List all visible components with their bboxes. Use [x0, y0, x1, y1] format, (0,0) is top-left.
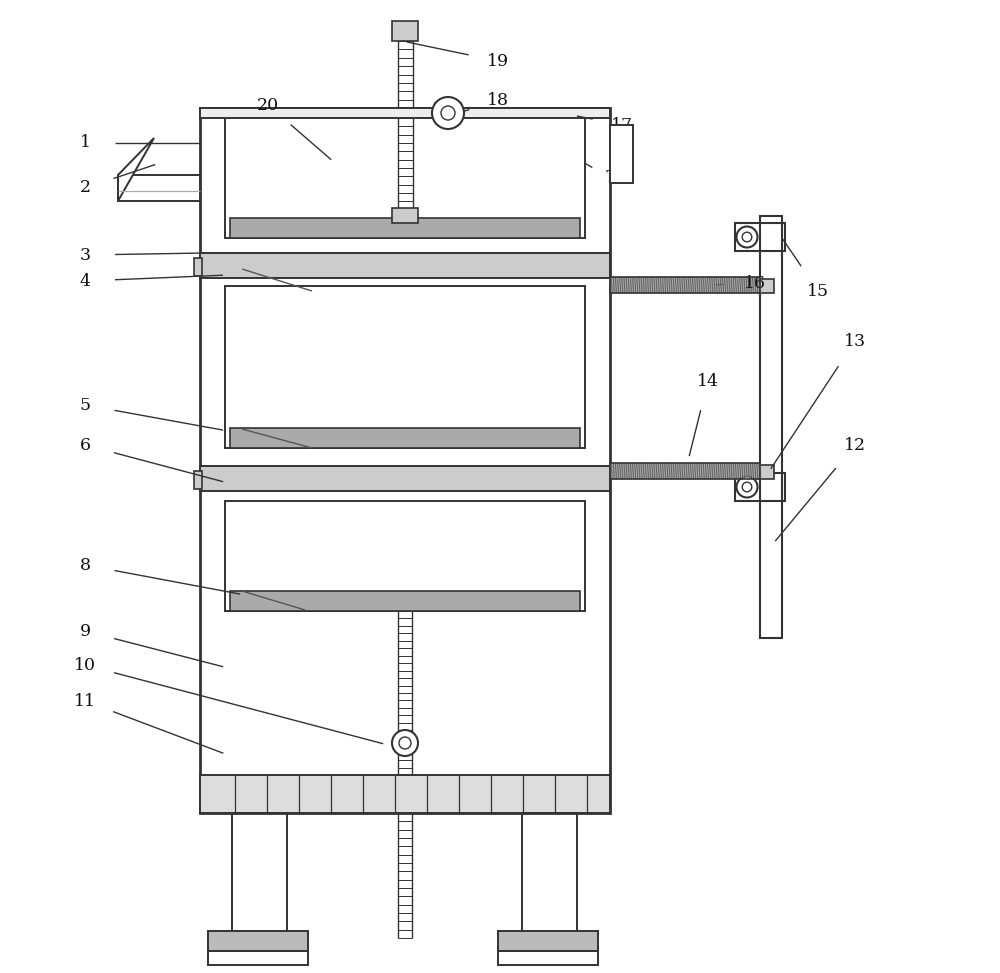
Bar [200, 466, 610, 491]
Bar [735, 223, 785, 251]
Bar [200, 108, 610, 118]
Circle shape [399, 737, 411, 749]
Polygon shape [118, 175, 200, 201]
Bar [230, 591, 580, 611]
Bar [610, 125, 633, 183]
Bar [498, 951, 598, 965]
Text: 16: 16 [744, 274, 766, 292]
Bar [758, 465, 774, 479]
Bar [435, 103, 461, 121]
Text: 12: 12 [844, 437, 866, 453]
Bar [194, 258, 202, 276]
Text: 18: 18 [487, 92, 509, 110]
Text: 9: 9 [79, 623, 91, 639]
Bar [760, 216, 782, 638]
Polygon shape [118, 138, 154, 201]
Bar [200, 775, 610, 813]
Bar [232, 813, 287, 938]
Circle shape [392, 730, 418, 756]
Bar [735, 473, 785, 501]
Bar [392, 21, 418, 41]
Text: 20: 20 [257, 96, 279, 114]
Text: 15: 15 [807, 282, 829, 300]
Bar [392, 208, 418, 223]
Text: 2: 2 [79, 179, 91, 197]
Bar [225, 501, 585, 611]
Bar [200, 253, 610, 278]
Bar [200, 108, 610, 813]
Circle shape [441, 106, 455, 120]
Circle shape [736, 227, 758, 247]
Bar [208, 951, 308, 965]
Bar [225, 286, 585, 448]
Text: 6: 6 [80, 437, 91, 453]
Bar [610, 463, 760, 479]
Circle shape [736, 477, 758, 497]
Circle shape [742, 233, 752, 242]
Circle shape [742, 483, 752, 491]
Text: 4: 4 [80, 272, 91, 290]
Text: 1: 1 [80, 134, 91, 152]
Text: 14: 14 [697, 373, 719, 389]
Bar [758, 279, 774, 293]
Text: 13: 13 [844, 333, 866, 349]
Text: 10: 10 [74, 657, 96, 673]
Bar [194, 471, 202, 489]
Bar [610, 463, 760, 479]
Text: 7: 7 [604, 169, 616, 187]
Bar [230, 218, 580, 238]
Circle shape [432, 97, 464, 129]
Bar [610, 277, 760, 293]
Text: 17: 17 [611, 117, 633, 133]
Text: 11: 11 [74, 693, 96, 709]
Bar [610, 125, 633, 183]
Bar [610, 277, 760, 293]
Bar [522, 813, 577, 938]
Text: 5: 5 [79, 397, 91, 414]
Text: 19: 19 [487, 53, 509, 69]
Bar [208, 931, 308, 951]
Bar [498, 931, 598, 951]
Bar [230, 428, 580, 448]
Bar [225, 116, 585, 238]
Text: 8: 8 [80, 557, 91, 573]
Text: 3: 3 [79, 246, 91, 264]
